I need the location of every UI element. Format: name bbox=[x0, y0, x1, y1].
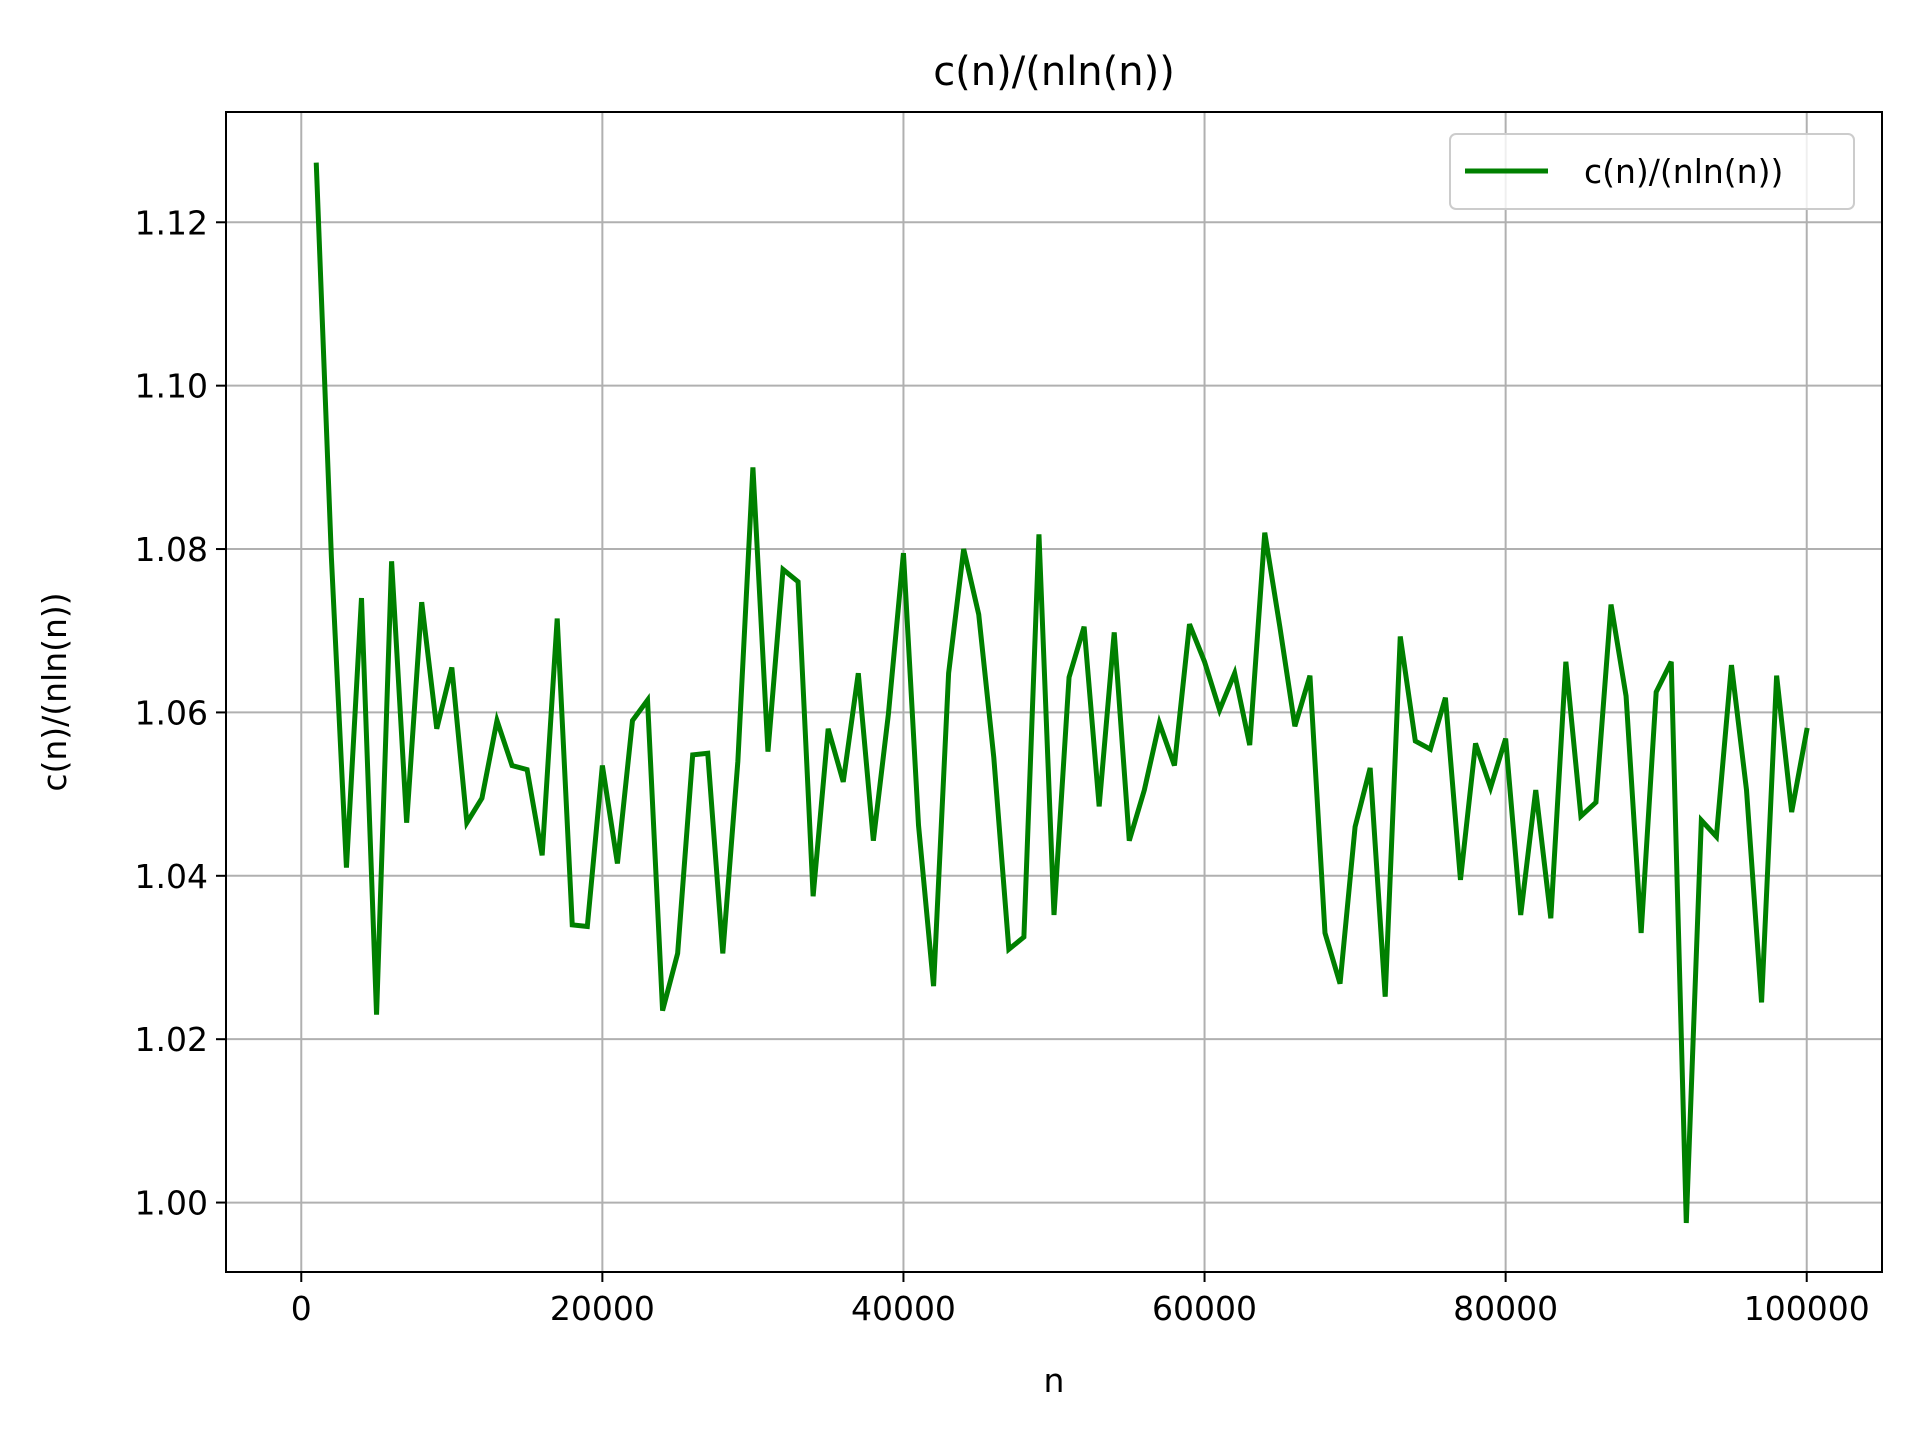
legend: c(n)/(nln(n)) bbox=[1449, 133, 1855, 210]
plot-frame bbox=[225, 111, 1883, 1273]
x-axis-label: n bbox=[1044, 1361, 1065, 1400]
series-layer bbox=[313, 162, 1810, 1224]
y-axis-label: c(n)/(nln(n)) bbox=[35, 592, 74, 791]
y-tick-label: 1.06 bbox=[135, 693, 208, 732]
y-tick-label: 1.02 bbox=[135, 1020, 208, 1059]
chart-title: c(n)/(nln(n)) bbox=[933, 49, 1175, 95]
x-tick-label: 40000 bbox=[851, 1289, 956, 1328]
x-tick-label: 60000 bbox=[1152, 1289, 1257, 1328]
x-tick-label: 100000 bbox=[1744, 1289, 1870, 1328]
y-tick-label: 1.10 bbox=[135, 367, 208, 406]
y-tick-label: 1.12 bbox=[135, 203, 208, 242]
y-tick-label: 1.04 bbox=[135, 857, 208, 896]
y-tick-label: 1.00 bbox=[135, 1184, 208, 1223]
ticks: 0 20000 40000 60000 80000 100000 1.00 1.02 1.04 1… bbox=[135, 203, 1870, 1328]
x-tick-label: 0 bbox=[291, 1289, 312, 1328]
legend-box bbox=[1449, 133, 1855, 210]
legend-label: c(n)/(nln(n)) bbox=[1584, 152, 1783, 191]
x-tick-label: 80000 bbox=[1453, 1289, 1558, 1328]
series-line bbox=[313, 162, 1810, 1224]
x-tick-label: 20000 bbox=[550, 1289, 655, 1328]
y-tick-label: 1.08 bbox=[135, 530, 208, 569]
